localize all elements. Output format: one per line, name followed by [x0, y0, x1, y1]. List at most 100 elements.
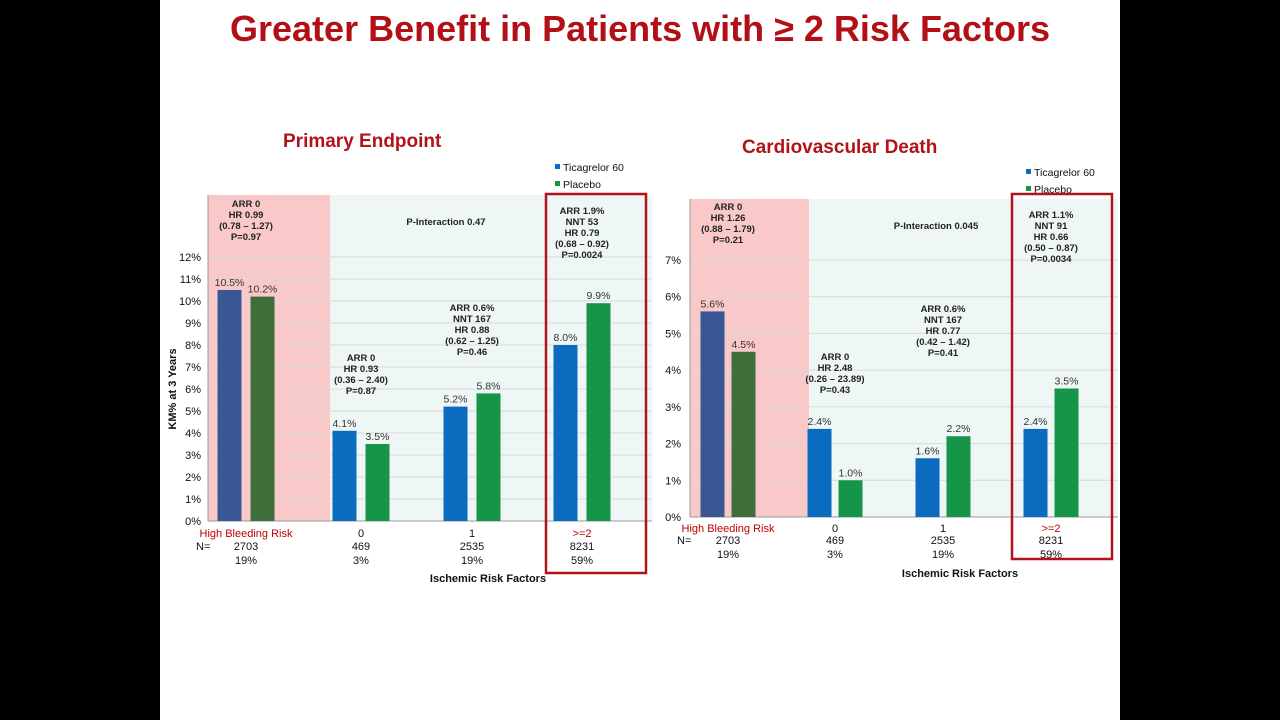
c0-stat-annotation: (0.62 – 1.25) [445, 336, 499, 347]
c1-stat-annotation: ARR 0 [714, 202, 743, 213]
c1-bar-placebo-3 [1054, 388, 1079, 517]
c0-y-tick-label: 2% [185, 472, 201, 484]
c1-stat-annotation: P=0.21 [713, 235, 744, 246]
c1-category-label: 1 [940, 523, 946, 535]
c1-stat-annotation: (0.42 – 1.42) [916, 337, 970, 348]
c1-y-tick-label: 5% [665, 328, 681, 340]
c0-y-tick-label: 10% [179, 296, 201, 308]
c1-bar-value-label: 4.5% [732, 339, 756, 351]
c1-bar-ticagrelor-1 [807, 428, 832, 517]
c0-bar-ticagrelor-2 [443, 406, 468, 521]
c0-n-value: 8231 [570, 541, 594, 553]
chart-title-primary-endpoint: Primary Endpoint [283, 131, 442, 152]
c0-n-value: 2703 [234, 541, 258, 553]
c0-bar-ticagrelor-3 [553, 345, 578, 521]
c0-bar-placebo-3 [586, 303, 611, 521]
c0-category-label: 0 [358, 528, 364, 540]
c1-bar-ticagrelor-2 [915, 458, 940, 517]
c0-stat-annotation: (0.78 – 1.27) [219, 221, 273, 232]
c1-stat-annotation: NNT 167 [924, 315, 962, 326]
c0-y-tick-label: 4% [185, 428, 201, 440]
c1-stat-annotation: P=0.43 [820, 385, 850, 396]
c1-n-value: 8231 [1039, 535, 1063, 547]
c0-bar-value-label: 3.5% [366, 431, 390, 443]
c1-p-interaction: P-Interaction 0.045 [894, 221, 979, 232]
c1-category-label: 0 [832, 523, 838, 535]
c1-legend-swatch-placebo [1026, 186, 1031, 191]
c0-n-value: 469 [352, 541, 370, 553]
c1-y-tick-label: 4% [665, 365, 681, 377]
c0-legend-swatch-placebo [555, 181, 560, 186]
c1-stat-annotation: HR 2.48 [818, 363, 853, 374]
c0-bar-value-label: 4.1% [333, 418, 357, 430]
c1-category-label: High Bleeding Risk [682, 523, 775, 535]
c1-pct-value: 19% [932, 549, 954, 561]
c0-stat-annotation: P=0.97 [231, 232, 261, 243]
c0-bar-value-label: 8.0% [554, 332, 578, 344]
c0-bar-placebo-1 [365, 444, 390, 521]
c1-n-value: 469 [826, 535, 844, 547]
c1-stat-annotation: P=0.0034 [1031, 254, 1073, 265]
c1-bar-value-label: 2.4% [808, 416, 832, 428]
c0-n-value: 2535 [460, 541, 484, 553]
cardiovascular-death-chart: 0% 1% 2% 3% 4% 5% 6% 7% 5.6% 4.5% High Bleeding Ri… [665, 167, 1118, 580]
c0-stat-annotation: HR 0.99 [229, 210, 264, 221]
c0-pct-value: 3% [353, 555, 369, 567]
c0-y-tick-label: 12% [179, 252, 201, 264]
c1-highlight-box [1010, 192, 1114, 561]
c1-pct-value: 19% [717, 549, 739, 561]
c0-stat-annotation: ARR 0 [232, 199, 261, 210]
c0-stat-annotation: ARR 1.9% [560, 206, 605, 217]
c0-stat-annotation: ARR 0 [347, 353, 376, 364]
c0-stat-annotation: ARR 0.6% [450, 303, 495, 314]
c1-stat-annotation: NNT 91 [1035, 221, 1068, 232]
slide: Greater Benefit in Patients with ≥ 2 Ris… [160, 0, 1120, 720]
c0-y-tick-label: 8% [185, 340, 201, 352]
c0-bar-ticagrelor-1 [332, 430, 357, 521]
c0-category-label: High Bleeding Risk [200, 528, 293, 540]
c1-stat-annotation: ARR 1.1% [1029, 210, 1074, 221]
c0-x-axis-title: Ischemic Risk Factors [430, 573, 546, 585]
c0-bar-value-label: 5.8% [477, 380, 501, 392]
c1-bar-value-label: 1.6% [916, 445, 940, 457]
c1-bar-value-label: 1.0% [839, 467, 863, 479]
c0-legend-label-ticagrelor: Ticagrelor 60 [563, 162, 624, 174]
c0-bar-ticagrelor-0 [217, 290, 242, 521]
c1-legend-swatch-ticagrelor [1026, 169, 1031, 174]
c0-pct-value: 19% [461, 555, 483, 567]
c1-stat-annotation: P=0.41 [928, 348, 959, 359]
c1-bar-value-label: 2.4% [1024, 416, 1048, 428]
c0-stat-annotation: (0.36 – 2.40) [334, 375, 388, 386]
c0-stat-annotation: P=0.87 [346, 386, 376, 397]
c0-bar-placebo-2 [476, 393, 501, 521]
c1-x-axis-title: Ischemic Risk Factors [902, 568, 1018, 580]
c0-stat-annotation: P=0.0024 [562, 250, 604, 261]
c1-bar-placebo-2 [946, 436, 971, 517]
c1-stat-annotation: ARR 0 [821, 352, 850, 363]
c0-pct-value: 19% [235, 555, 257, 567]
c0-bar-value-label: 5.2% [444, 394, 468, 406]
c1-bar-value-label: 3.5% [1055, 376, 1079, 388]
primary-endpoint-chart: 0% 1% 2% 3% 4% 5% 6% 7% 8% 9% 10% 11% 12% 10.5%10.2% H… [167, 162, 652, 585]
c1-stat-annotation: ARR 0.6% [921, 304, 966, 315]
c0-legend-label-placebo: Placebo [563, 179, 601, 191]
c0-stat-annotation: P=0.46 [457, 347, 487, 358]
c1-pct-value: 3% [827, 549, 843, 561]
c1-y-tick-label: 7% [665, 255, 681, 267]
c1-bar-ticagrelor-3 [1023, 428, 1048, 517]
c1-stat-annotation: (0.50 – 0.87) [1024, 243, 1078, 254]
c1-bar-value-label: 5.6% [701, 298, 725, 310]
c1-stat-annotation: (0.88 – 1.79) [701, 224, 755, 235]
c1-y-tick-label: 1% [665, 475, 681, 487]
c0-p-interaction: P-Interaction 0.47 [406, 217, 485, 228]
c0-y-tick-label: 11% [180, 274, 201, 286]
c0-stat-annotation: (0.68 – 0.92) [555, 239, 609, 250]
c0-category-label: 1 [469, 528, 475, 540]
c0-y-tick-label: 1% [185, 494, 201, 506]
slide-title: Greater Benefit in Patients with ≥ 2 Ris… [230, 8, 1050, 49]
c1-bar-placebo-0 [731, 351, 756, 517]
c1-stat-annotation: HR 1.26 [711, 213, 746, 224]
c1-n-value: 2703 [716, 535, 740, 547]
c0-y-tick-label: 0% [185, 516, 201, 528]
c0-stat-annotation: HR 0.79 [565, 228, 600, 239]
